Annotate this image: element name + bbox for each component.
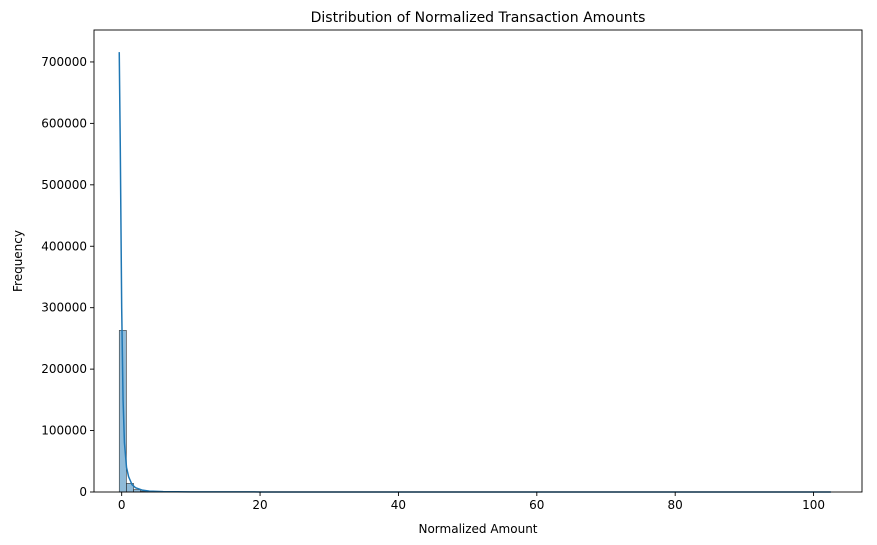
x-axis-label: Normalized Amount — [418, 522, 537, 536]
y-tick-label: 600000 — [41, 116, 87, 130]
plot-area — [118, 52, 831, 493]
y-axis-label: Frequency — [11, 230, 25, 292]
y-tick-label: 500000 — [41, 178, 87, 192]
x-tick-label: 20 — [252, 498, 267, 512]
y-tick-label: 300000 — [41, 301, 87, 315]
plot-frame — [93, 29, 863, 493]
x-axis: 0 20 40 60 80 100 — [118, 492, 825, 512]
x-tick-label: 60 — [529, 498, 544, 512]
y-tick-label: 200000 — [41, 362, 87, 376]
y-axis: 0 100000 200000 300000 400000 500000 600000 700… — [41, 55, 94, 499]
x-tick-label: 40 — [391, 498, 406, 512]
y-tick-label: 700000 — [41, 55, 87, 69]
chart-title: Distribution of Normalized Transaction A… — [311, 10, 646, 26]
y-tick-label: 0 — [79, 485, 87, 499]
x-tick-label: 100 — [802, 498, 825, 512]
x-tick-label: 0 — [118, 498, 126, 512]
x-tick-label: 80 — [668, 498, 683, 512]
kde-line — [118, 52, 831, 493]
y-tick-label: 100000 — [41, 424, 87, 438]
y-tick-label: 400000 — [41, 239, 87, 253]
